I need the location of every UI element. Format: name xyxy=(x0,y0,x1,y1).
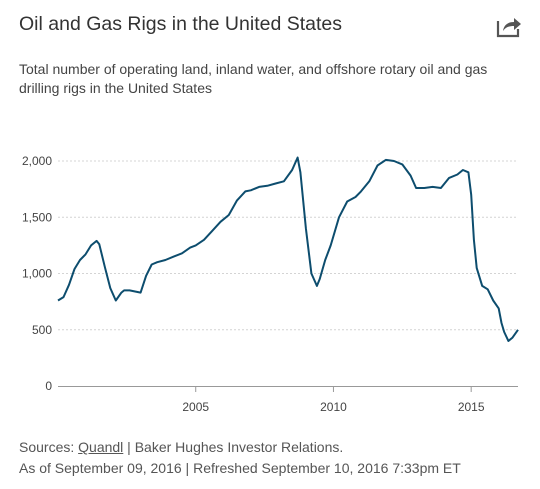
series-line xyxy=(57,156,519,342)
x-tick-label: 2010 xyxy=(320,400,347,414)
y-tick-label: 500 xyxy=(32,323,52,337)
y-tick-label: 0 xyxy=(45,379,52,393)
chart-footer: Sources: Quandl | Baker Hughes Investor … xyxy=(19,437,461,479)
x-tick-label: 2005 xyxy=(182,400,209,414)
sources-prefix: Sources: xyxy=(19,439,79,455)
sources-line: Sources: Quandl | Baker Hughes Investor … xyxy=(19,437,461,458)
share-arrow-icon[interactable] xyxy=(496,14,522,38)
gridlines xyxy=(58,160,518,331)
sources-rest: | Baker Hughes Investor Relations. xyxy=(123,439,344,455)
x-axis: 2005 2010 2015 xyxy=(58,386,518,414)
as-of-line: As of September 09, 2016 | Refreshed Sep… xyxy=(19,460,461,476)
y-tick-label: 1,000 xyxy=(22,267,52,281)
x-tick-label: 2015 xyxy=(458,400,485,414)
chart-subtitle: Total number of operating land, inland w… xyxy=(19,61,488,96)
quandl-link[interactable]: Quandl xyxy=(78,439,124,455)
series-layer xyxy=(57,156,519,342)
line-chart: 0 500 1,000 1,500 2,000 2005 2010 2015 xyxy=(22,154,519,414)
chart-title: Oil and Gas Rigs in the United States xyxy=(19,13,342,35)
y-axis: 0 500 1,000 1,500 2,000 xyxy=(22,154,52,393)
y-tick-label: 2,000 xyxy=(22,154,52,168)
y-tick-label: 1,500 xyxy=(22,210,52,224)
